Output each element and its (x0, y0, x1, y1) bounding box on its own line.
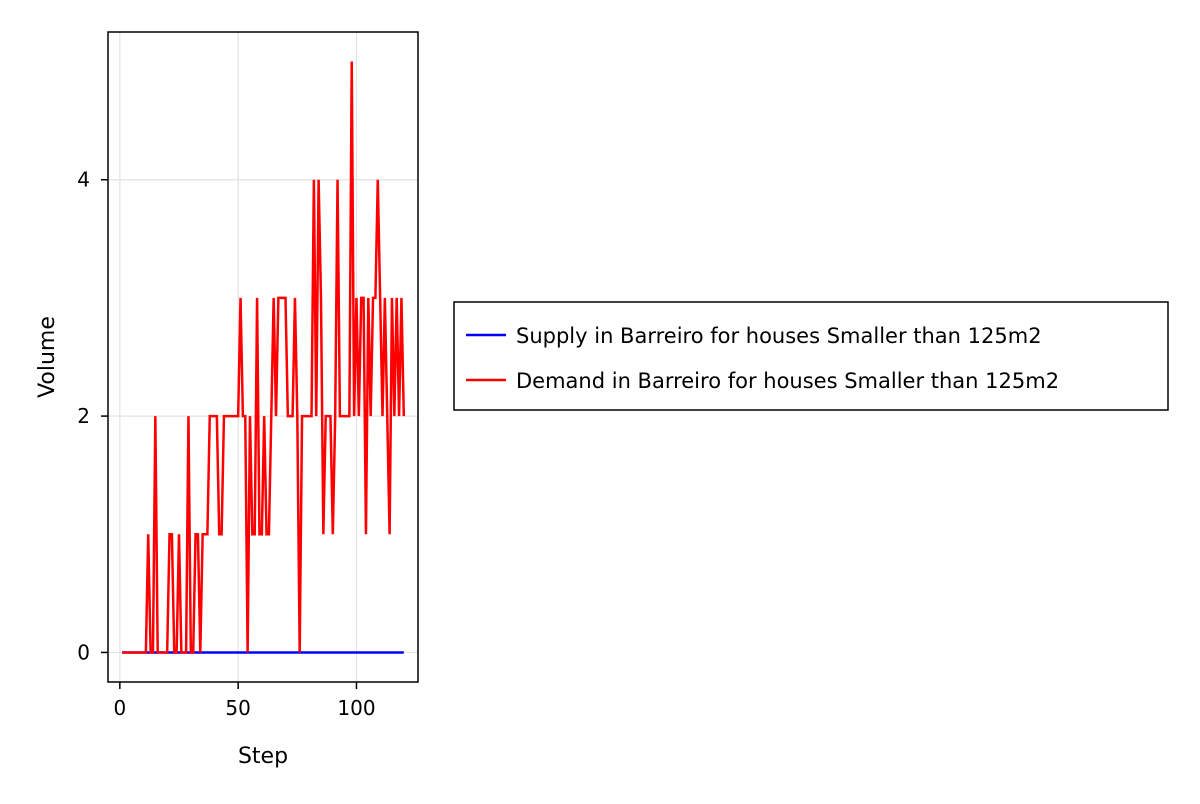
series-lines (122, 61, 406, 654)
y-tick-label: 2 (77, 404, 90, 428)
y-tick-label: 4 (77, 168, 90, 192)
demand-series-line (122, 61, 406, 654)
legend-label-demand: Demand in Barreiro for houses Smaller th… (516, 369, 1059, 393)
legend-box (453, 301, 1169, 411)
x-tick-label: 100 (337, 696, 375, 720)
y-axis-title: Volume (35, 316, 60, 398)
y-tick-label: 0 (77, 640, 90, 664)
legend-label-supply: Supply in Barreiro for houses Smaller th… (516, 324, 1042, 348)
x-tick-label: 0 (113, 696, 126, 720)
legend: Supply in Barreiro for houses Smaller th… (453, 301, 1169, 411)
x-tick-label: 50 (225, 696, 250, 720)
plot-frame (107, 31, 419, 683)
axis-ticks: 0 50 100 0 2 4 (77, 168, 375, 720)
x-axis-title: Step (238, 744, 288, 769)
